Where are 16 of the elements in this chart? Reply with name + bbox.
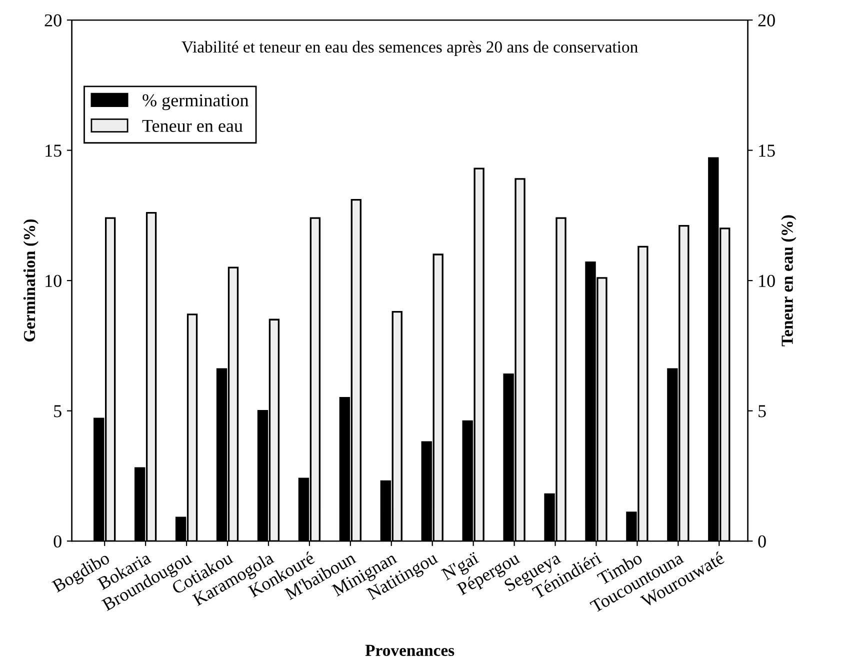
legend-label: Teneur en eau bbox=[142, 120, 243, 132]
y-tick-label: 0 bbox=[54, 535, 62, 548]
y2-tick-label: 15 bbox=[759, 144, 775, 157]
y2-axis-title: Teneur en eau (%) bbox=[781, 215, 796, 346]
y-tick-label: 20 bbox=[44, 14, 62, 26]
y2-tick-label: 5 bbox=[758, 405, 766, 418]
y-tick-label: 10 bbox=[46, 274, 62, 287]
y2-tick-label: 0 bbox=[758, 535, 766, 548]
text: Viabilité et teneur en eau des semences après 20 ans de conservation bbox=[182, 40, 638, 56]
y-tick-label: 15 bbox=[46, 144, 62, 157]
y-tick-label: 5 bbox=[54, 405, 62, 418]
legend-label: % germination bbox=[142, 94, 249, 110]
y2-tick-label: 20 bbox=[758, 14, 775, 26]
x-axis-title: Provenances bbox=[365, 644, 454, 656]
y2-tick-label: 10 bbox=[759, 274, 775, 287]
y-axis-title: Germination (%) bbox=[23, 219, 38, 342]
